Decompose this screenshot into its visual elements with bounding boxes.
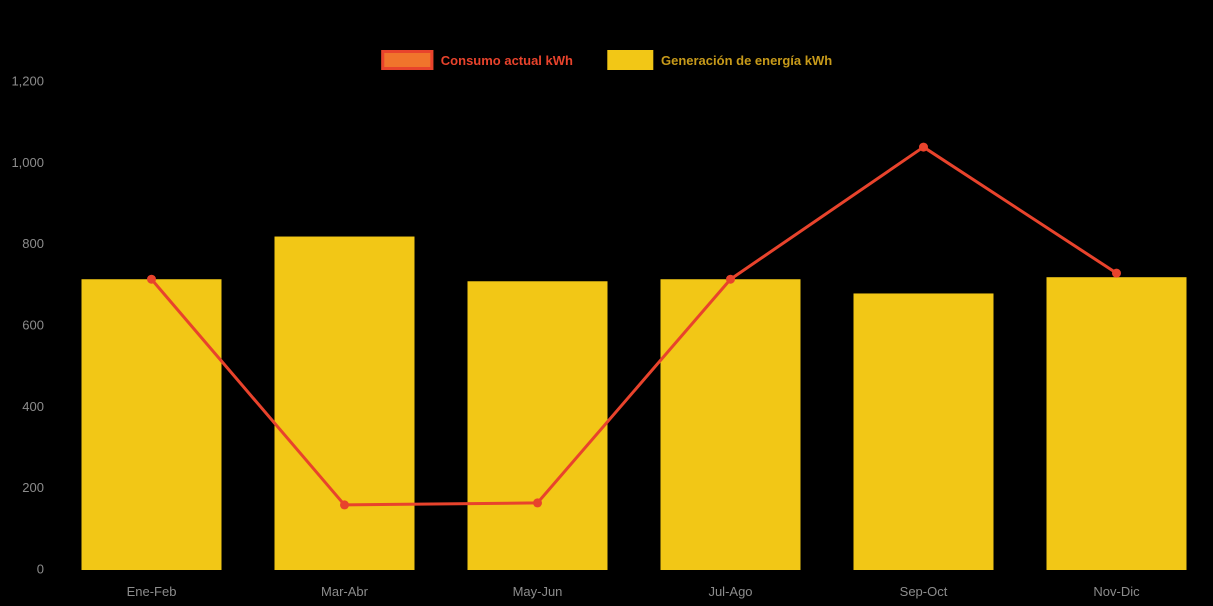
consumo-point-Ene-Feb bbox=[147, 274, 156, 284]
x-category-label: Ene-Feb bbox=[127, 584, 177, 599]
y-tick-label: 0 bbox=[37, 561, 44, 576]
x-category-label: May-Jun bbox=[513, 584, 563, 599]
consumo-point-Mar-Abr bbox=[340, 500, 349, 510]
y-tick-label: 1,000 bbox=[11, 155, 44, 170]
legend-item-generacion: Generación de energía kWh bbox=[606, 50, 833, 70]
x-category-label: Nov-Dic bbox=[1093, 584, 1140, 599]
bar-Mar-Abr bbox=[274, 236, 415, 571]
legend: Consumo actual kWh Generación de energía… bbox=[380, 50, 833, 70]
consumo-legend-label: Consumo actual kWh bbox=[440, 52, 573, 68]
y-tick-label: 800 bbox=[22, 236, 44, 251]
y-tick-label: 400 bbox=[22, 399, 44, 414]
consumo-point-May-Jun bbox=[533, 498, 542, 508]
consumo-legend-swatch bbox=[380, 50, 433, 70]
consumo-point-Sep-Oct bbox=[919, 142, 928, 152]
bar-Sep-Oct bbox=[853, 293, 994, 570]
bar-May-Jun bbox=[467, 281, 608, 570]
y-tick-label: 1,200 bbox=[11, 73, 44, 88]
consumo-point-Nov-Dic bbox=[1112, 268, 1121, 278]
x-category-label: Jul-Ago bbox=[708, 584, 752, 599]
bar-Nov-Dic bbox=[1046, 277, 1187, 570]
x-category-label: Sep-Oct bbox=[900, 584, 948, 599]
x-category-label: Mar-Abr bbox=[321, 584, 369, 599]
y-tick-label: 600 bbox=[22, 317, 44, 332]
consumo-line bbox=[150, 145, 1118, 507]
legend-item-consumo: Consumo actual kWh bbox=[380, 50, 573, 70]
bar-Ene-Feb bbox=[81, 279, 222, 570]
generacion-legend-swatch bbox=[606, 50, 653, 70]
consumo-point-Jul-Ago bbox=[726, 274, 735, 284]
bar-Jul-Ago bbox=[660, 279, 801, 570]
y-tick-label: 200 bbox=[22, 480, 44, 495]
generacion-legend-label: Generación de energía kWh bbox=[660, 52, 833, 68]
